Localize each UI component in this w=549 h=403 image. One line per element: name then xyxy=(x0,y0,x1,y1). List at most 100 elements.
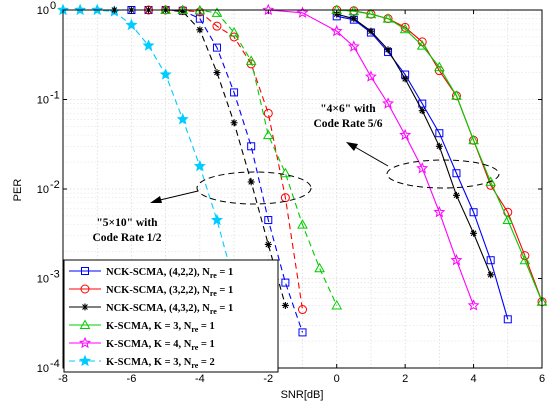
ellipse-5x10-annotation xyxy=(196,171,312,205)
legend-marker xyxy=(79,336,91,349)
data-point xyxy=(452,191,460,199)
data-point xyxy=(125,18,138,31)
arrow-4x6-head xyxy=(346,142,358,151)
data-point xyxy=(210,213,223,226)
data-point xyxy=(195,14,204,23)
data-point xyxy=(193,159,206,172)
y-axis-label: PER xyxy=(12,179,24,202)
anno-5x10-line1: "5×10" with xyxy=(96,217,158,229)
y-tick-label: 10 xyxy=(37,184,49,196)
data-point xyxy=(503,315,512,324)
data-point xyxy=(213,69,221,77)
data-point xyxy=(245,55,257,65)
data-point xyxy=(401,75,409,83)
data-point xyxy=(502,214,514,225)
legend-label: K-SCMA, K = 3, Nre = 2 xyxy=(106,357,215,370)
data-point xyxy=(297,219,308,229)
data-point xyxy=(469,208,478,217)
y-tick-label: 10 xyxy=(37,95,49,107)
series-line xyxy=(131,9,304,333)
data-point xyxy=(229,32,239,42)
data-point xyxy=(296,6,309,18)
x-axis-label: SNR[dB] xyxy=(281,389,324,401)
data-point xyxy=(298,328,307,337)
x-tick-label: 4 xyxy=(471,373,477,385)
series-line xyxy=(165,9,338,306)
series-line xyxy=(336,13,492,276)
series-2 xyxy=(333,10,495,279)
y-tick-label: 10 xyxy=(37,363,49,375)
data-point xyxy=(399,128,412,141)
data-point xyxy=(179,8,187,16)
data-point xyxy=(142,39,155,51)
legend-label: NCK-SCMA, (4,2,2), Nre = 1 xyxy=(106,267,233,280)
data-point xyxy=(486,256,495,265)
data-point xyxy=(485,176,497,186)
data-point xyxy=(333,10,341,18)
legend-label: K-SCMA, K = 3, Nre = 1 xyxy=(106,321,215,334)
data-point xyxy=(230,119,238,127)
legend-label: NCK-SCMA, (3,2,2), Nre = 1 xyxy=(106,285,233,298)
anno-4x6-line2: Code Rate 5/6 xyxy=(314,118,383,130)
data-point xyxy=(350,15,358,23)
x-tick-label: 2 xyxy=(402,373,408,385)
x-tick-label: 6 xyxy=(539,373,545,385)
x-tick-label: -8 xyxy=(58,373,68,385)
y-tick-exponent: -4 xyxy=(50,358,60,370)
annotations: "4×6" with Code Rate 5/6 "5×10" with Cod… xyxy=(93,103,500,244)
data-point xyxy=(159,68,172,80)
data-point xyxy=(176,113,189,125)
series-line xyxy=(268,9,475,306)
series-5 xyxy=(57,3,241,288)
legend-marker xyxy=(79,354,91,367)
data-point xyxy=(470,229,478,237)
data-point xyxy=(264,240,272,248)
legend-marker xyxy=(79,319,91,329)
legend-marker xyxy=(81,303,89,311)
anno-4x6-line1: "4×6" with xyxy=(320,103,376,115)
data-point xyxy=(196,26,204,34)
data-point xyxy=(468,134,479,145)
legend-label: NCK-SCMA, (4,3,2), Nre = 1 xyxy=(106,303,233,316)
y-tick-exponent: -1 xyxy=(50,90,60,102)
ellipse-4x6-annotation xyxy=(386,159,500,189)
series-line xyxy=(336,15,509,320)
arrow-5x10-line xyxy=(159,190,199,201)
arrow-4x6-line xyxy=(354,146,389,167)
data-point xyxy=(348,5,360,16)
data-point xyxy=(298,305,307,315)
data-point xyxy=(314,262,325,273)
data-point xyxy=(230,88,239,97)
data-point xyxy=(365,8,377,19)
data-point xyxy=(467,299,480,311)
data-point xyxy=(418,107,426,115)
data-point xyxy=(247,178,255,186)
data-point xyxy=(451,90,462,100)
x-tick-label: -4 xyxy=(195,373,205,385)
y-tick-exponent: -2 xyxy=(50,179,60,191)
y-tick-label: 10 xyxy=(37,5,49,17)
y-tick-exponent: 0 xyxy=(50,0,56,12)
data-point xyxy=(435,129,444,138)
data-point xyxy=(280,167,291,178)
data-point xyxy=(364,70,377,82)
data-point xyxy=(382,13,394,23)
data-point xyxy=(435,142,443,150)
data-point xyxy=(433,205,446,218)
legend-entry: NCK-SCMA, (4,3,2), Nre = 1 xyxy=(69,303,233,316)
series-line xyxy=(63,9,235,283)
x-tick-label: 0 xyxy=(334,373,340,385)
data-point xyxy=(331,299,343,310)
legend-label: K-SCMA, K = 4, Nre = 1 xyxy=(106,339,215,352)
y-tick-exponent: -3 xyxy=(50,269,60,281)
data-point xyxy=(212,21,222,31)
x-tick-label: -6 xyxy=(127,373,137,385)
data-point xyxy=(450,253,463,266)
x-tick-label: -2 xyxy=(263,373,273,385)
data-point xyxy=(487,271,495,279)
data-point xyxy=(416,162,429,174)
data-point xyxy=(382,97,395,109)
data-point xyxy=(416,40,428,50)
data-point xyxy=(263,108,273,118)
data-point xyxy=(281,278,290,287)
